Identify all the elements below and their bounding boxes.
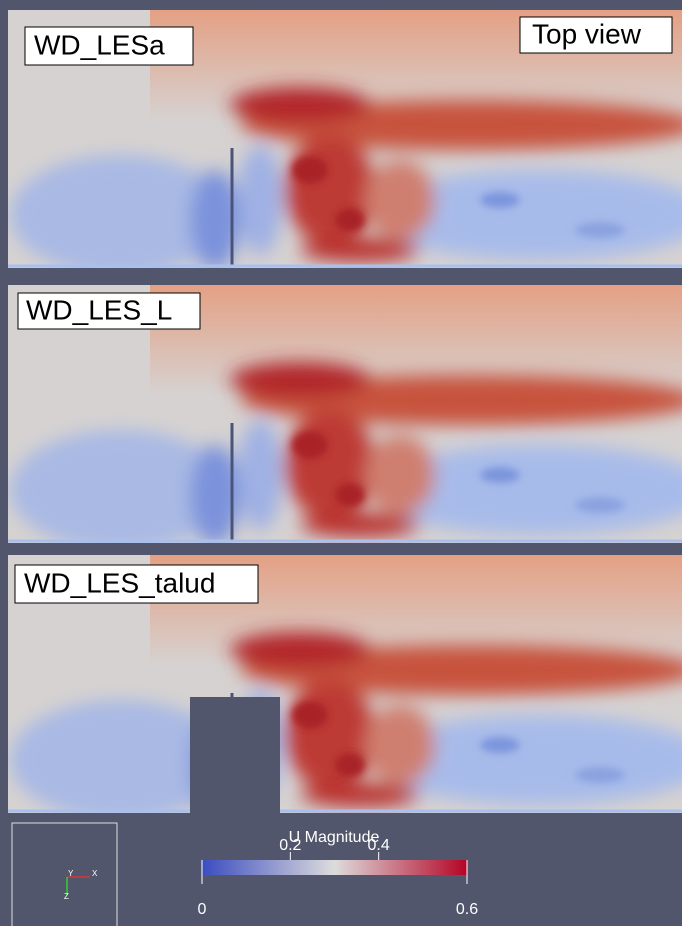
- tick-label: 0.4: [368, 837, 390, 854]
- screenshot: WD_LESa Top view WD_LES_L WD_LES_talud X…: [0, 0, 682, 926]
- tick-label: 0.2: [279, 837, 301, 854]
- obstacle: [190, 697, 280, 815]
- view-label: Top view: [532, 18, 642, 49]
- panel-label: WD_LES_talud: [24, 567, 215, 598]
- tick-label: 0: [198, 901, 207, 918]
- axis-label: X: [92, 869, 98, 878]
- colorbar: [202, 860, 467, 875]
- panel-label: WD_LES_L: [26, 294, 172, 325]
- axis-label: Y: [68, 869, 74, 878]
- axes-frame: [12, 823, 117, 926]
- panel-label: WD_LESa: [34, 29, 165, 60]
- tick-label: 0.6: [456, 901, 478, 918]
- page: {"panels": [{"label": "WD_LESa"}, {"labe…: [0, 0, 682, 926]
- axis-label: Z: [64, 892, 69, 901]
- colorbar-title: U Magnitude: [289, 829, 380, 846]
